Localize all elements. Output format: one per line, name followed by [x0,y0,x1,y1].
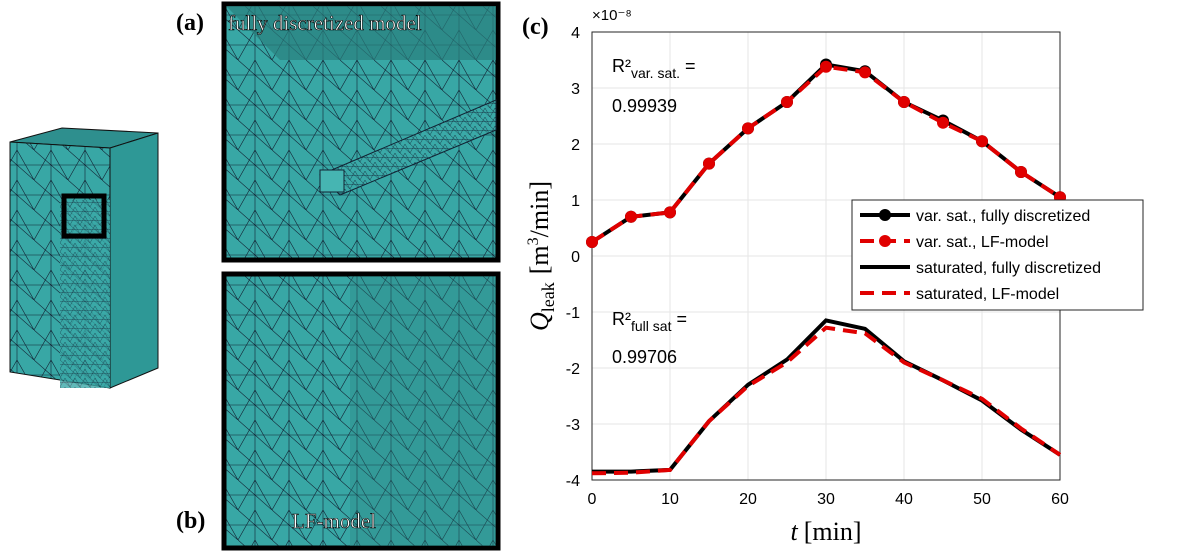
annotation-eq: = [680,56,696,76]
mesh-box [10,128,158,388]
y-label-unit-end: /min] [525,181,554,237]
legend-label: saturated, fully discretized [916,260,1101,277]
y-multiplier: ×10⁻⁸ [592,7,632,24]
marker [703,158,715,170]
legend-label: saturated, LF-model [916,286,1059,303]
marker [742,122,754,134]
y-tick-label: 1 [571,193,580,210]
annotation-symbol: R² [612,309,631,329]
x-tick-label: 60 [1051,491,1069,508]
y-tick-label: 4 [571,25,580,42]
legend-label: var. sat., LF-model [916,234,1049,251]
marker [625,211,637,223]
y-label-power: 3 [525,237,542,245]
y-tick-label: -1 [566,305,580,322]
marker [586,236,598,248]
legend-label: var. sat., fully discretized [916,208,1090,225]
y-tick-label: -4 [566,473,580,490]
annotation-value: 0.99939 [612,96,677,116]
marker [976,135,988,147]
x-tick-label: 30 [817,491,835,508]
annotation-value: 0.99706 [612,347,677,367]
panel-label: (a) [176,10,204,36]
marker [859,66,871,78]
panel-label: (b) [176,508,205,534]
y-tick-label: 0 [571,249,580,266]
panel-label: (c) [522,14,549,40]
x-tick-label: 50 [973,491,991,508]
marker [664,206,676,218]
legend-marker [879,209,891,221]
panel-title: LF-model [292,509,376,533]
marker [1015,166,1027,178]
y-label-unit: [m [525,245,554,274]
annotation-sub: var. sat. [631,65,680,81]
legend-marker [879,235,891,247]
y-axis-label: Qleak [m3/min] [525,181,558,331]
y-label-symbol: Q [525,312,554,331]
x-axis-label: t[min] [791,517,862,546]
panel-a: (a) fully discretized model [176,4,498,260]
y-tick-label: -2 [566,361,580,378]
panel-title: fully discretized model [228,11,422,35]
x-label-unit: [min] [804,517,862,546]
marker [898,96,910,108]
y-tick-label: -3 [566,417,580,434]
x-tick-label: 10 [661,491,679,508]
annotation-eq: = [671,309,687,329]
y-tick-label: 2 [571,137,580,154]
page: (a) fully discretized model (b) LF-model… [0,0,1177,551]
x-tick-label: 0 [588,491,597,508]
x-tick-label: 20 [739,491,757,508]
y-tick-label: 3 [571,81,580,98]
y-label-sub: leak [538,282,558,312]
annotation-sub: full sat [631,318,672,334]
figure: (a) fully discretized model (b) LF-model… [0,0,1177,551]
x-label-symbol: t [791,517,799,546]
marker [937,117,949,129]
panel-b: (b) LF-model [176,274,498,548]
x-tick-label: 40 [895,491,913,508]
annotation-symbol: R² [612,56,631,76]
marker [781,96,793,108]
marker [820,61,832,73]
